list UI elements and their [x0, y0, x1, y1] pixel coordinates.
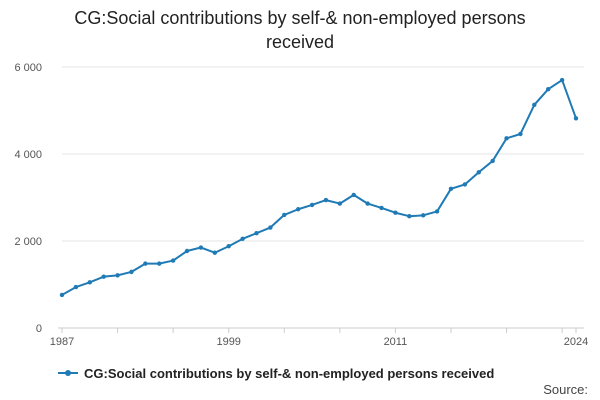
data-point[interactable]	[365, 201, 370, 206]
x-tick-label: 2011	[384, 336, 408, 348]
grid-lines	[62, 66, 584, 242]
data-point[interactable]	[115, 273, 120, 278]
data-point[interactable]	[476, 170, 481, 175]
x-tick-label: 2024	[564, 336, 588, 348]
data-point[interactable]	[323, 197, 329, 203]
data-point[interactable]	[518, 131, 523, 137]
data-point[interactable]	[198, 245, 204, 250]
data-point[interactable]	[170, 258, 176, 263]
legend[interactable]: CG:Social contributions by self-& non-em…	[58, 363, 494, 383]
data-point[interactable]	[546, 86, 551, 92]
data-point[interactable]	[420, 213, 426, 218]
data-point[interactable]	[448, 186, 454, 191]
chart-title: CG:Social contributions by self-& non-em…	[0, 6, 600, 54]
data-point[interactable]	[157, 261, 162, 266]
legend-swatch	[58, 370, 78, 376]
y-axis-tick-labels: 0 2 000 4 000 6 000	[14, 62, 42, 335]
data-point[interactable]	[532, 102, 537, 108]
data-point[interactable]	[504, 136, 509, 141]
series-line[interactable]	[61, 79, 577, 296]
data-point[interactable]	[393, 210, 398, 215]
series-layer	[59, 77, 579, 298]
data-point[interactable]	[295, 207, 301, 212]
data-point[interactable]	[101, 274, 106, 279]
data-point[interactable]	[226, 244, 231, 249]
x-tick-label: 1987	[50, 336, 74, 348]
data-point[interactable]	[282, 212, 287, 218]
x-tick-label: 1999	[216, 336, 240, 348]
y-tick-label: 6 000	[14, 62, 42, 74]
chart-title-text: CG:Social contributions by self-& non-em…	[74, 8, 526, 52]
data-point[interactable]	[129, 269, 134, 275]
x-axis	[58, 327, 584, 333]
data-point[interactable]	[73, 284, 79, 290]
data-point[interactable]	[309, 202, 315, 208]
data-point[interactable]	[407, 214, 412, 219]
data-point[interactable]	[490, 158, 495, 164]
data-point[interactable]	[379, 205, 384, 211]
x-axis-tick-labels: 1987 1999 2011 2024	[50, 336, 588, 348]
data-point[interactable]	[143, 261, 148, 266]
y-tick-label: 2 000	[14, 236, 42, 248]
data-point[interactable]	[434, 209, 440, 214]
y-tick-label: 4 000	[14, 149, 42, 161]
data-point[interactable]	[268, 225, 273, 230]
legend-label: CG:Social contributions by self-& non-em…	[84, 365, 495, 381]
data-point[interactable]	[559, 77, 565, 83]
data-point[interactable]	[573, 116, 579, 121]
source-label[interactable]: Source:	[543, 382, 588, 397]
data-point[interactable]	[184, 248, 190, 254]
data-point[interactable]	[59, 292, 65, 298]
data-point[interactable]	[240, 236, 245, 242]
legend-swatch-dot	[65, 370, 71, 376]
data-point[interactable]	[462, 182, 468, 187]
y-tick-label: 0	[36, 323, 42, 335]
data-point[interactable]	[254, 230, 259, 236]
data-point[interactable]	[212, 250, 218, 255]
data-point[interactable]	[351, 192, 356, 198]
data-point[interactable]	[87, 280, 92, 285]
data-point[interactable]	[337, 201, 343, 206]
